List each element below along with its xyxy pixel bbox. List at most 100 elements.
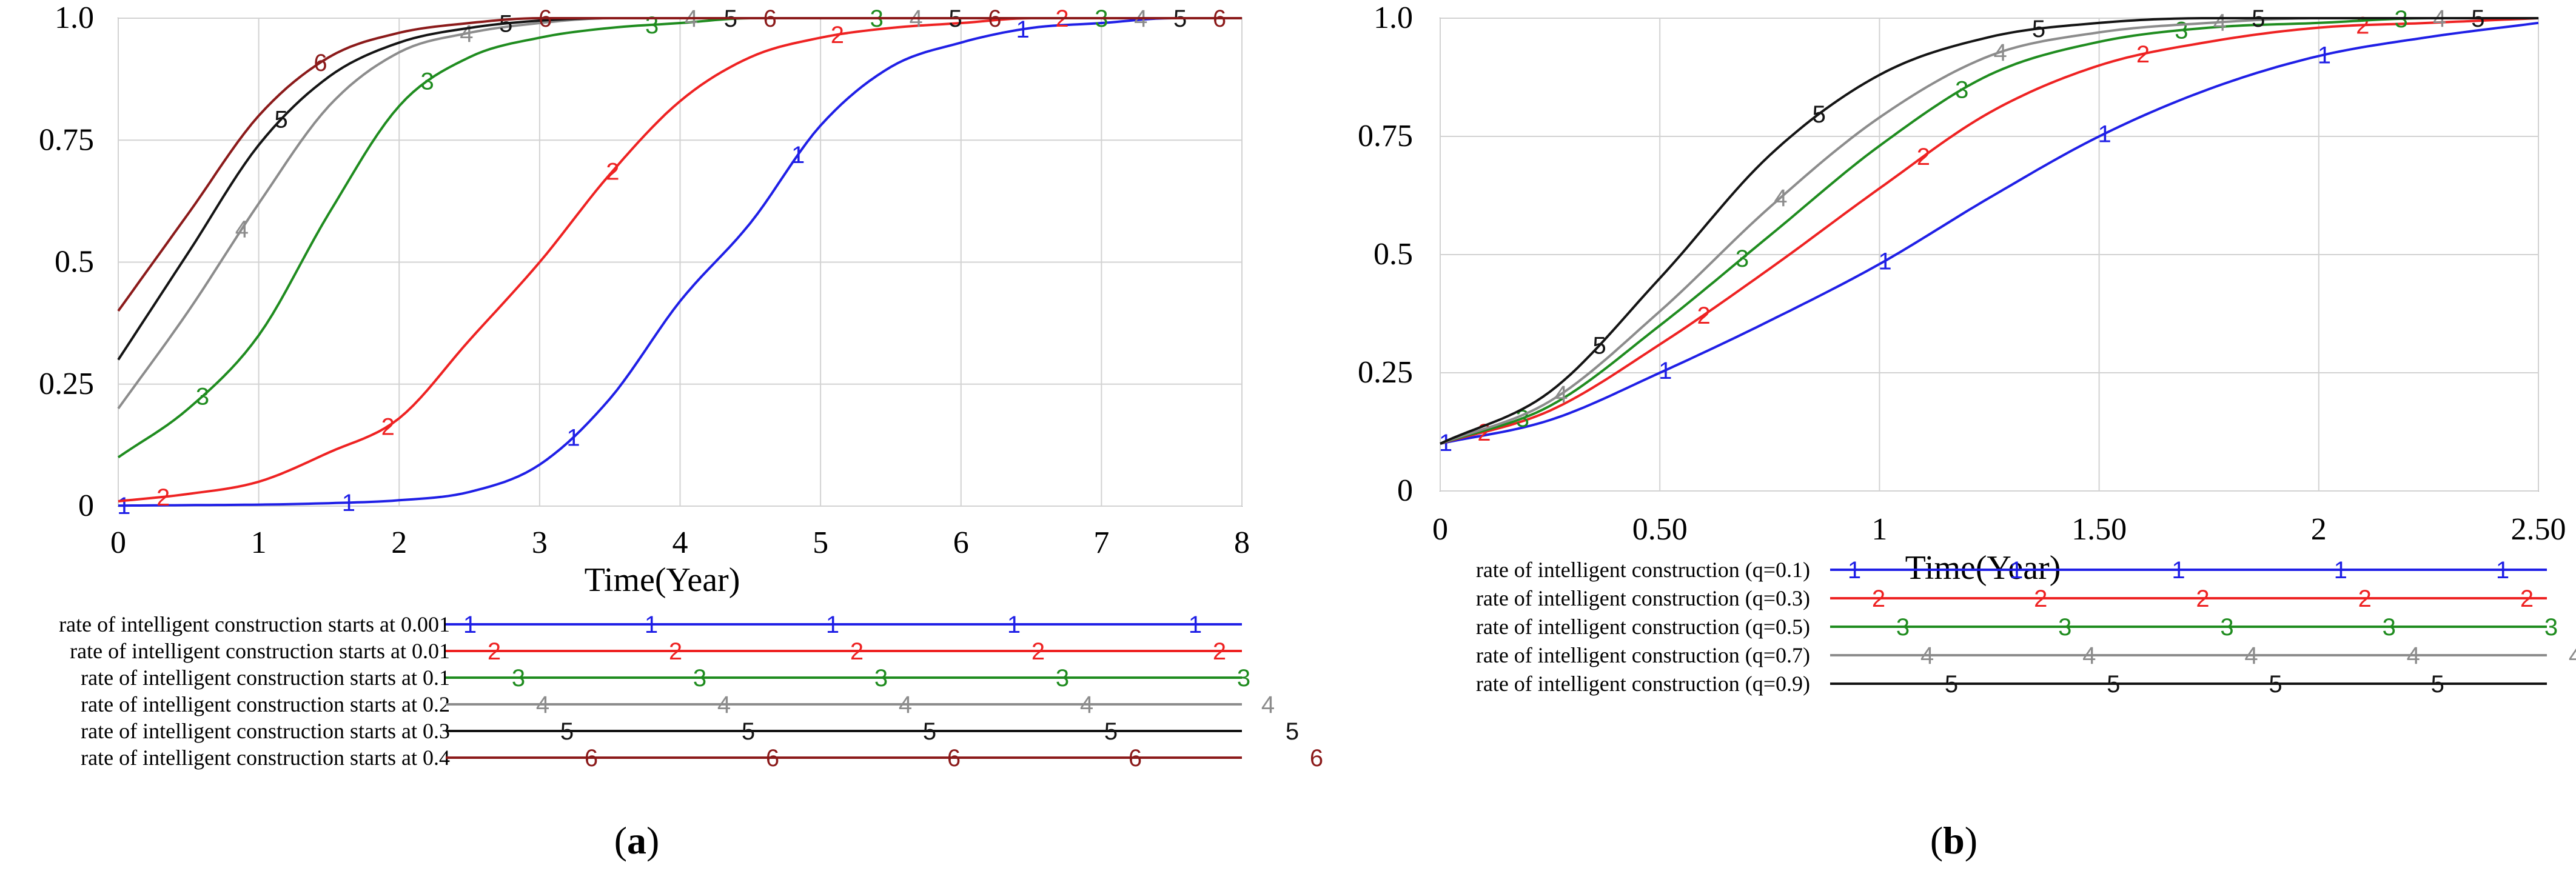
chart-a-x-tick-label: 0 — [110, 526, 126, 560]
chart-b-series-marker-2: 2 — [1917, 144, 1930, 170]
chart-a-legend-label: rate of intelligent construction starts … — [81, 719, 450, 743]
chart-b-y-tick-label: 0 — [1397, 473, 1413, 508]
chart-b-legend-marker: 3 — [2383, 614, 2396, 641]
chart-b-legend-marker: 1 — [1848, 557, 1861, 584]
chart-a-grid — [118, 18, 1243, 507]
chart-b-series-marker-1: 1 — [2318, 42, 2331, 68]
chart-b-legend-label: rate of intelligent construction (q=0.5) — [1476, 615, 1810, 639]
chart-b-legend-marker: 4 — [1920, 642, 1934, 669]
chart-a-y-tick-label: 0.75 — [39, 122, 94, 157]
chart-b-series-marker-5: 5 — [2032, 16, 2045, 42]
chart-a-series-marker-4: 4 — [235, 216, 249, 243]
chart-a-legend-marker: 2 — [669, 638, 682, 665]
chart-b-series-line-2 — [1440, 17, 2539, 445]
chart-b: Time(Year) (b) 0 0.50 1 1.50 2 2.50 0 0.25 0.5 0.… — [1358, 1, 2576, 862]
chart-a-series-marker-1: 1 — [117, 493, 130, 519]
chart-a-legend-marker: 1 — [1007, 612, 1021, 638]
chart-a-series-marker-2: 2 — [381, 413, 395, 440]
chart-a-legend-marker: 5 — [1104, 718, 1118, 745]
chart-a-series-line-6 — [117, 17, 1242, 312]
chart-b-series-marker-5: 5 — [2252, 5, 2265, 32]
chart-a-y-tick-label: 0.25 — [39, 367, 94, 401]
chart-a-legend-label: rate of intelligent construction starts … — [81, 692, 450, 716]
chart-a-series-marker-2: 2 — [156, 484, 170, 511]
chart-a-x-tick-label: 8 — [1234, 526, 1250, 560]
chart-b-series-marker-4: 4 — [1774, 185, 1787, 212]
chart-b-legend-marker: 4 — [2082, 642, 2096, 669]
chart-b-panel-label: (b) — [1930, 819, 1977, 862]
chart-b-series-marker-4: 4 — [1554, 381, 1568, 408]
chart-a-y-tick-label: 0.5 — [55, 245, 94, 279]
chart-a-series-marker-6: 6 — [314, 50, 327, 76]
chart-b-legend-marker: 1 — [2010, 557, 2023, 584]
chart-b-series-marker-5: 5 — [1592, 333, 1606, 359]
chart-a-x-tick-label: 4 — [673, 526, 688, 560]
chart-b-legend-marker: 4 — [2569, 642, 2576, 669]
chart-b-x-tick-label: 0 — [1432, 512, 1448, 547]
chart-b-legend-marker: 4 — [2244, 642, 2258, 669]
chart-b-x-tick-label: 1 — [1871, 512, 1887, 547]
chart-a-legend-marker: 3 — [874, 665, 888, 692]
chart-a-legend-marker: 1 — [463, 612, 477, 638]
chart-a-series-marker-1: 1 — [566, 425, 580, 452]
chart-b-legend-marker: 2 — [2034, 586, 2047, 612]
chart-a-xlabel: Time(Year) — [585, 561, 740, 599]
chart-a-series-marker-3: 3 — [196, 384, 209, 410]
chart-a-legend-marker: 5 — [742, 718, 755, 745]
chart-b-series-marker-5: 5 — [1813, 101, 1826, 128]
chart-a-legend-marker: 5 — [560, 718, 574, 745]
chart-a-x-tick-label: 1 — [251, 526, 267, 560]
chart-b-legend-marker: 2 — [2358, 586, 2372, 612]
chart-a-legend-marker: 6 — [766, 745, 779, 772]
chart-a-series-marker-1: 1 — [791, 142, 805, 169]
chart-b-series-marker-3: 3 — [1955, 77, 1968, 104]
chart-b-series-marker-3: 3 — [1516, 405, 1529, 432]
chart-b-y-tick-label: 0.25 — [1358, 355, 1413, 390]
chart-a-series-marker-5: 5 — [275, 107, 288, 133]
chart-a-legend-marker: 2 — [1031, 638, 1045, 665]
chart-b-legend-label: rate of intelligent construction (q=0.7) — [1476, 643, 1810, 667]
chart-b-xlabel: Time(Year) — [1905, 549, 2061, 587]
chart-a-series-marker-2: 2 — [606, 158, 619, 185]
chart-b-legend-marker: 4 — [2407, 642, 2420, 669]
chart-a-series-marker-5: 5 — [499, 11, 512, 38]
chart-b-legend-label: rate of intelligent construction (q=0.3) — [1476, 586, 1810, 610]
chart-a-series-marker-6: 6 — [763, 5, 777, 32]
chart-b-x-tick-label: 2.50 — [2511, 512, 2566, 547]
chart-a-series-marker-3: 3 — [420, 68, 434, 95]
chart-a-legend-label: rate of intelligent construction starts … — [81, 746, 450, 770]
chart-a-legend-marker: 2 — [488, 638, 501, 665]
chart-b-legend-marker: 3 — [2544, 614, 2558, 641]
chart-b-legend-marker: 5 — [2269, 671, 2282, 698]
chart-a-x-tick-label: 2 — [391, 526, 407, 560]
chart-b-grid — [1440, 18, 2539, 492]
chart-a-legend-label: rate of intelligent construction starts … — [81, 666, 450, 690]
chart-b-x-tick-label: 1.50 — [2071, 512, 2127, 547]
chart-b-series-marker-1: 1 — [2098, 121, 2111, 148]
chart-a-x-tick-label: 5 — [813, 526, 828, 560]
chart-a-legend-marker: 3 — [512, 665, 525, 692]
chart-a-x-tick-label: 3 — [532, 526, 548, 560]
chart-b-series-line-3 — [1440, 17, 2538, 445]
chart-b-y-tick-label: 1.0 — [1374, 1, 1413, 35]
chart-a-legend-marker: 2 — [850, 638, 864, 665]
chart-b-x-tick-label: 0.50 — [1632, 512, 1688, 547]
chart-a-series-marker-1: 1 — [1016, 16, 1030, 43]
chart-b-legend-marker: 2 — [2196, 586, 2209, 612]
chart-b-legend-marker: 3 — [2058, 614, 2071, 641]
chart-a-legend-marker: 1 — [826, 612, 839, 638]
chart-a-legend-label: rate of intelligent construction starts … — [59, 612, 450, 636]
chart-b-series-line-1 — [1440, 21, 2539, 445]
chart-b-series-marker-4: 4 — [2213, 10, 2227, 36]
chart-b-series-marker-1: 1 — [1878, 248, 1891, 275]
chart-a-series-line-1 — [118, 17, 1242, 507]
chart-b-series-marker-2: 2 — [1697, 302, 1711, 329]
chart-a-y-tick-label: 0 — [78, 489, 94, 523]
chart-a-legend-marker: 6 — [1129, 745, 1142, 772]
chart-a: Time(Year) (a) 0 1 2 3 4 5 6 7 800.250.50.751.01… — [39, 1, 1323, 862]
chart-a-legend-marker: 4 — [717, 692, 731, 718]
chart-b-y-tick-label: 0.5 — [1374, 237, 1413, 272]
chart-b-series-marker-1: 1 — [1659, 358, 1672, 384]
chart-b-series-marker-2: 2 — [2356, 12, 2369, 39]
